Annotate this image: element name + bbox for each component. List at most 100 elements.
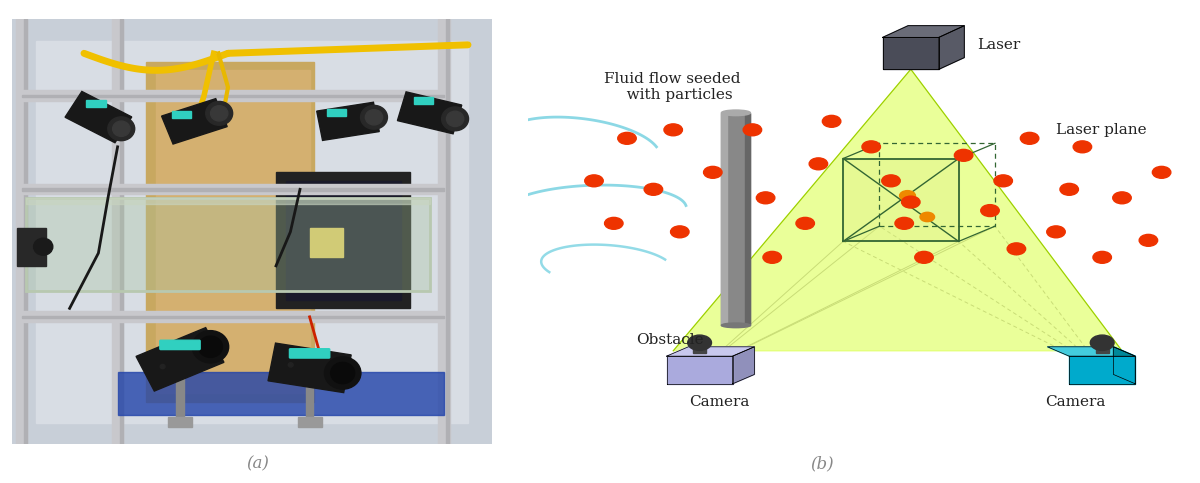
Bar bbox=[172, 111, 191, 118]
Polygon shape bbox=[667, 356, 732, 384]
Circle shape bbox=[618, 132, 636, 144]
Circle shape bbox=[895, 217, 913, 229]
Circle shape bbox=[703, 166, 722, 178]
Bar bbox=[22, 312, 444, 322]
Bar bbox=[16, 19, 28, 444]
Bar bbox=[118, 372, 444, 414]
Bar bbox=[276, 172, 410, 308]
Text: Laser: Laser bbox=[978, 38, 1021, 52]
Polygon shape bbox=[883, 37, 938, 69]
Polygon shape bbox=[317, 102, 379, 141]
Circle shape bbox=[331, 362, 355, 384]
Circle shape bbox=[113, 121, 130, 136]
Circle shape bbox=[360, 105, 388, 129]
Circle shape bbox=[914, 251, 934, 263]
Circle shape bbox=[1007, 243, 1026, 255]
Polygon shape bbox=[397, 92, 462, 134]
Circle shape bbox=[442, 107, 468, 131]
Bar bbox=[146, 62, 314, 402]
Circle shape bbox=[954, 149, 973, 161]
Bar bbox=[310, 227, 343, 257]
Bar bbox=[326, 109, 346, 116]
Circle shape bbox=[664, 124, 683, 136]
Bar bbox=[414, 97, 433, 104]
Circle shape bbox=[901, 196, 920, 208]
Polygon shape bbox=[1114, 347, 1135, 384]
Bar bbox=[721, 113, 727, 326]
Circle shape bbox=[288, 363, 293, 367]
Polygon shape bbox=[162, 99, 227, 144]
Bar bbox=[446, 19, 449, 444]
Circle shape bbox=[644, 184, 662, 195]
Polygon shape bbox=[1069, 356, 1135, 384]
Circle shape bbox=[1073, 141, 1092, 153]
Text: Fluid flow seeded
   with particles: Fluid flow seeded with particles bbox=[604, 72, 740, 102]
Circle shape bbox=[688, 335, 712, 350]
Text: (a): (a) bbox=[246, 455, 270, 472]
Bar bbox=[22, 95, 444, 97]
Circle shape bbox=[1020, 132, 1039, 144]
Circle shape bbox=[108, 117, 134, 141]
Polygon shape bbox=[673, 69, 1122, 351]
Text: Laser plane: Laser plane bbox=[1056, 123, 1147, 137]
Bar bbox=[26, 198, 430, 204]
Ellipse shape bbox=[721, 110, 750, 115]
Bar bbox=[24, 19, 26, 444]
Circle shape bbox=[365, 110, 383, 125]
Bar bbox=[17, 227, 46, 266]
Circle shape bbox=[743, 124, 762, 136]
Circle shape bbox=[862, 141, 881, 153]
Circle shape bbox=[920, 213, 935, 222]
Bar bbox=[1096, 343, 1109, 354]
Bar bbox=[22, 184, 444, 195]
Circle shape bbox=[980, 205, 1000, 216]
Bar bbox=[176, 372, 184, 423]
Circle shape bbox=[882, 175, 900, 187]
Circle shape bbox=[671, 226, 689, 238]
Ellipse shape bbox=[721, 323, 750, 327]
Circle shape bbox=[1112, 192, 1132, 204]
Bar bbox=[438, 19, 450, 444]
FancyBboxPatch shape bbox=[160, 340, 200, 350]
Circle shape bbox=[584, 175, 604, 187]
Bar bbox=[168, 417, 192, 427]
Polygon shape bbox=[667, 347, 755, 356]
Circle shape bbox=[324, 357, 361, 389]
Polygon shape bbox=[1048, 347, 1135, 356]
Text: Camera: Camera bbox=[1045, 395, 1106, 409]
Polygon shape bbox=[732, 347, 755, 384]
Circle shape bbox=[763, 251, 781, 263]
FancyBboxPatch shape bbox=[289, 349, 330, 358]
Circle shape bbox=[822, 115, 841, 128]
Bar bbox=[86, 100, 106, 107]
Bar bbox=[112, 19, 124, 444]
Circle shape bbox=[994, 175, 1013, 187]
Circle shape bbox=[446, 111, 463, 127]
Bar bbox=[721, 113, 750, 326]
Polygon shape bbox=[65, 91, 132, 142]
Bar bbox=[298, 417, 322, 427]
Polygon shape bbox=[938, 26, 965, 69]
Circle shape bbox=[1060, 184, 1079, 195]
Bar bbox=[22, 90, 444, 101]
Circle shape bbox=[1139, 234, 1158, 246]
Polygon shape bbox=[268, 343, 352, 393]
Circle shape bbox=[900, 191, 916, 201]
Bar bbox=[156, 71, 310, 393]
Circle shape bbox=[1046, 226, 1066, 238]
Bar bbox=[745, 113, 750, 326]
Bar bbox=[22, 188, 444, 191]
Bar bbox=[120, 19, 122, 444]
Circle shape bbox=[1091, 335, 1114, 350]
Polygon shape bbox=[883, 26, 965, 37]
Circle shape bbox=[198, 336, 222, 357]
Circle shape bbox=[160, 364, 164, 369]
Circle shape bbox=[34, 238, 53, 255]
Bar bbox=[286, 181, 401, 300]
Circle shape bbox=[809, 158, 828, 170]
Circle shape bbox=[796, 217, 815, 229]
Text: Obstacle: Obstacle bbox=[636, 333, 703, 347]
Circle shape bbox=[756, 192, 775, 204]
Bar bbox=[22, 315, 444, 318]
Text: (b): (b) bbox=[810, 455, 834, 472]
